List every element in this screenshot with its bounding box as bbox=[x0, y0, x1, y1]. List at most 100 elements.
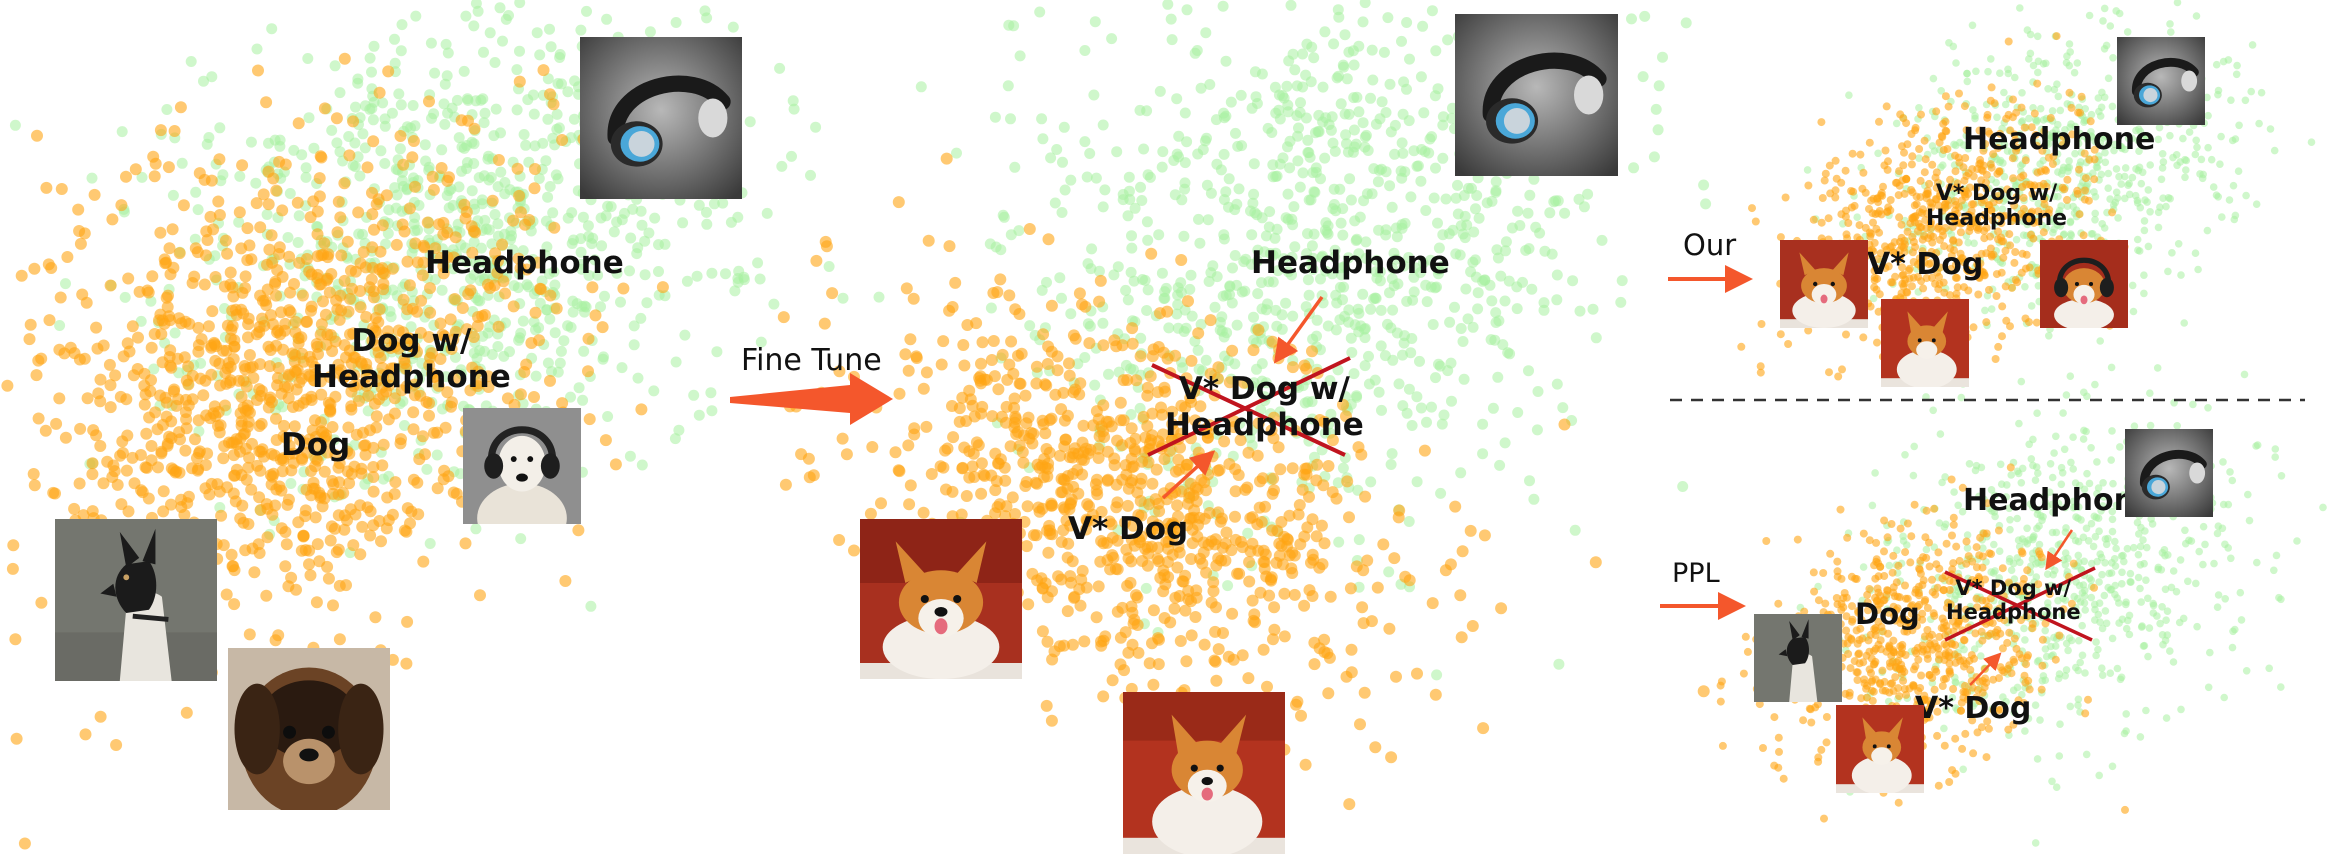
scatter-point bbox=[393, 88, 405, 100]
scatter-point bbox=[673, 424, 685, 436]
scatter-point bbox=[583, 270, 595, 281]
scatter-point bbox=[406, 247, 418, 259]
scatter-point bbox=[552, 173, 564, 185]
scatter-point bbox=[484, 321, 496, 333]
scatter-point bbox=[677, 217, 689, 229]
scatter-point bbox=[174, 101, 187, 114]
scatter-point bbox=[656, 281, 669, 294]
scatter-point bbox=[461, 256, 473, 268]
scatter-point bbox=[214, 122, 226, 134]
scatter-point bbox=[333, 633, 346, 646]
scatter-point bbox=[470, 0, 482, 9]
scatter-point bbox=[575, 246, 587, 258]
scatter-point bbox=[368, 40, 380, 52]
scatter-point bbox=[619, 207, 630, 219]
scatter-point bbox=[352, 73, 364, 85]
scatter-point bbox=[628, 320, 640, 332]
scatter-point bbox=[481, 259, 493, 270]
scatter-point bbox=[544, 23, 555, 35]
scatter-point bbox=[615, 296, 626, 308]
scatter-point bbox=[394, 130, 407, 142]
scatter-point bbox=[602, 411, 614, 422]
scatter-point bbox=[624, 265, 635, 277]
scatter-point bbox=[470, 523, 482, 535]
scatter-point bbox=[261, 209, 273, 220]
scatter-point bbox=[479, 107, 491, 119]
scatter-point bbox=[729, 285, 741, 297]
scatter-point bbox=[518, 129, 530, 140]
scatter-point bbox=[60, 278, 71, 290]
scatter-point bbox=[468, 236, 480, 248]
scatter-point bbox=[567, 306, 579, 318]
scatter-point bbox=[386, 107, 398, 119]
scatter-point bbox=[462, 93, 473, 105]
scatter-point bbox=[484, 27, 496, 39]
scatter-point bbox=[708, 198, 720, 210]
scatter-point bbox=[396, 175, 408, 187]
scatter-point bbox=[492, 218, 504, 230]
scatter-point bbox=[145, 440, 158, 452]
scatter-point bbox=[744, 116, 756, 128]
scatter-point bbox=[198, 75, 209, 87]
scatter-point bbox=[447, 199, 459, 211]
scatter-point bbox=[578, 345, 590, 357]
scatter-point bbox=[587, 232, 599, 244]
scatter-point bbox=[349, 137, 361, 149]
scatter-point bbox=[390, 202, 402, 214]
scatter-point bbox=[441, 70, 453, 82]
scatter-point bbox=[545, 41, 557, 53]
scatter-point bbox=[478, 117, 490, 129]
scatter-point bbox=[395, 45, 407, 57]
scatter-point bbox=[643, 227, 655, 239]
scatter-point bbox=[562, 212, 574, 224]
scatter-point bbox=[575, 233, 587, 245]
scatter-point bbox=[528, 108, 540, 120]
scatter-point bbox=[292, 237, 304, 248]
scatter-point bbox=[488, 130, 500, 142]
scatter-point bbox=[389, 57, 401, 69]
scatter-point bbox=[377, 473, 389, 485]
scatter-point bbox=[460, 10, 472, 22]
scatter-point bbox=[659, 238, 671, 250]
scatter-point bbox=[475, 242, 487, 254]
scatter-point bbox=[478, 46, 489, 58]
scatter-point bbox=[627, 203, 639, 215]
scatter-point bbox=[169, 327, 181, 339]
scatter-point bbox=[553, 122, 565, 134]
scatter-point bbox=[192, 204, 204, 216]
scatter-point bbox=[581, 5, 592, 17]
scatter-point bbox=[585, 600, 597, 612]
scatter-point bbox=[303, 112, 315, 124]
scatter-point bbox=[653, 266, 664, 277]
scatter-point bbox=[302, 53, 314, 64]
scatter-point bbox=[823, 261, 835, 272]
scatter-point bbox=[359, 100, 371, 112]
scatter-point bbox=[517, 398, 529, 410]
scatter-point bbox=[445, 343, 458, 355]
scatter-point bbox=[529, 140, 541, 152]
scatter-point bbox=[514, 0, 526, 9]
scatter-point bbox=[573, 382, 585, 394]
scatter-point bbox=[489, 57, 501, 68]
scatter-point bbox=[206, 71, 218, 83]
scatter-point bbox=[104, 379, 117, 392]
scatter-point bbox=[600, 210, 612, 222]
scatter-point bbox=[453, 132, 465, 144]
scatter-point bbox=[720, 268, 731, 280]
scatter-point bbox=[212, 195, 225, 208]
scatter-point bbox=[177, 199, 190, 212]
scatter-point bbox=[465, 273, 477, 285]
scatter-point bbox=[498, 350, 510, 362]
scatter-point bbox=[542, 113, 554, 125]
scatter-point bbox=[787, 95, 799, 107]
scatter-point bbox=[648, 385, 660, 397]
scatter-point bbox=[805, 169, 816, 181]
scatter-point bbox=[754, 273, 766, 285]
scatter-point bbox=[616, 362, 628, 374]
scatter-point bbox=[326, 124, 338, 136]
scatter-point bbox=[599, 434, 612, 447]
scatter-point bbox=[483, 150, 494, 162]
scatter-point bbox=[476, 198, 488, 210]
scatter-point bbox=[9, 119, 21, 131]
scatter-point bbox=[438, 98, 450, 110]
